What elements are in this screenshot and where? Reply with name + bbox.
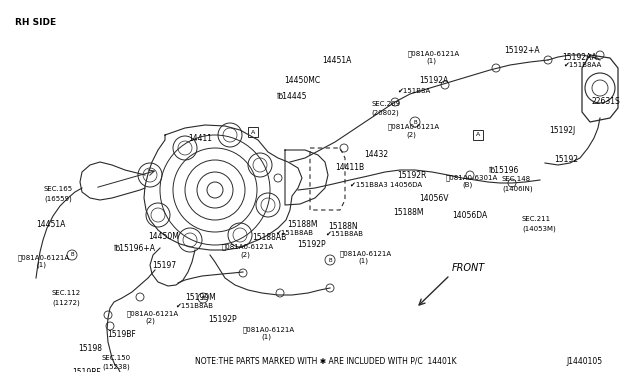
Text: ✔151B8AB: ✔151B8AB — [275, 230, 313, 236]
Text: 14450MC: 14450MC — [284, 76, 320, 85]
Text: 14411B: 14411B — [335, 163, 364, 172]
Bar — [248, 127, 258, 137]
Text: B: B — [413, 119, 417, 125]
Text: Ⓑ081A0-6121A: Ⓑ081A0-6121A — [222, 243, 274, 250]
Text: (2): (2) — [406, 131, 416, 138]
Text: SEC.211: SEC.211 — [522, 216, 551, 222]
Text: SEC.209: SEC.209 — [371, 101, 400, 107]
Text: (1): (1) — [36, 262, 46, 269]
Text: (15238): (15238) — [102, 363, 130, 369]
Text: Ⓑ081A0-6121A: Ⓑ081A0-6121A — [408, 50, 460, 57]
Text: 15188M: 15188M — [287, 220, 317, 229]
Text: 15188M: 15188M — [393, 208, 424, 217]
Text: (20802): (20802) — [371, 110, 399, 116]
Text: (1): (1) — [426, 58, 436, 64]
Text: B: B — [70, 253, 74, 257]
Text: (B): (B) — [462, 182, 472, 189]
Text: 15192: 15192 — [554, 155, 578, 164]
Text: 15192J: 15192J — [549, 126, 575, 135]
Text: ✔151B8AB: ✔151B8AB — [325, 231, 363, 237]
Text: 1519BF: 1519BF — [72, 368, 100, 372]
Text: ℔15196+A: ℔15196+A — [114, 244, 156, 253]
Text: 15192P: 15192P — [297, 240, 326, 249]
Text: 15192P: 15192P — [208, 315, 237, 324]
Text: ℔14445: ℔14445 — [277, 92, 307, 101]
Text: 15198: 15198 — [78, 344, 102, 353]
Text: 15199M: 15199M — [185, 293, 216, 302]
Text: B: B — [201, 295, 205, 301]
Text: 14056V: 14056V — [419, 194, 449, 203]
Text: (1): (1) — [261, 334, 271, 340]
Text: (16559): (16559) — [44, 195, 72, 202]
Text: RH SIDE: RH SIDE — [15, 18, 56, 27]
Text: SEC.112: SEC.112 — [52, 290, 81, 296]
Text: ✔151B8AA: ✔151B8AA — [563, 62, 601, 68]
Text: Ⓑ081A0-6121A: Ⓑ081A0-6121A — [340, 250, 392, 257]
Bar — [473, 130, 483, 140]
Text: ✔151B8AB: ✔151B8AB — [175, 303, 213, 309]
Text: (1): (1) — [358, 258, 368, 264]
Text: FRONT: FRONT — [452, 263, 485, 273]
Text: 15192+A: 15192+A — [504, 46, 540, 55]
Text: Ⓑ081A0-6121A: Ⓑ081A0-6121A — [127, 310, 179, 317]
Text: SEC.165: SEC.165 — [44, 186, 73, 192]
Text: 14451A: 14451A — [36, 220, 65, 229]
Text: (1406IN): (1406IN) — [502, 185, 532, 192]
Text: Ⓑ081A0-6121A: Ⓑ081A0-6121A — [388, 123, 440, 129]
Text: NOTE:THE PARTS MARKED WITH ✱ ARE INCLUDED WITH P/C  14401K: NOTE:THE PARTS MARKED WITH ✱ ARE INCLUDE… — [195, 357, 456, 366]
Text: Ⓑ081A0-6121A: Ⓑ081A0-6121A — [243, 326, 295, 333]
Text: ℔15196: ℔15196 — [489, 166, 520, 175]
Text: 1519BF: 1519BF — [107, 330, 136, 339]
Text: 22631S: 22631S — [592, 97, 621, 106]
Text: (2): (2) — [240, 251, 250, 257]
Text: 14411: 14411 — [188, 134, 212, 143]
Text: (2): (2) — [145, 318, 155, 324]
Text: SEC.148: SEC.148 — [502, 176, 531, 182]
Text: (14053M): (14053M) — [522, 225, 556, 231]
Text: (11272): (11272) — [52, 299, 80, 305]
Text: Ⓑ081A0-6301A: Ⓑ081A0-6301A — [446, 174, 499, 181]
Text: 14432: 14432 — [364, 150, 388, 159]
Text: Ⓑ081A0-6121A: Ⓑ081A0-6121A — [18, 254, 70, 261]
Text: A: A — [476, 132, 480, 138]
Text: 15192A: 15192A — [419, 76, 448, 85]
Text: B: B — [328, 257, 332, 263]
Text: 14056DA: 14056DA — [452, 211, 487, 220]
Text: 14451A: 14451A — [322, 56, 351, 65]
Text: A: A — [251, 129, 255, 135]
Text: 15188N: 15188N — [328, 222, 358, 231]
Text: 15192R: 15192R — [397, 171, 426, 180]
Text: 15192AA: 15192AA — [562, 53, 596, 62]
Text: SEC.150: SEC.150 — [102, 355, 131, 361]
Text: ✔151B8A: ✔151B8A — [397, 88, 430, 94]
Text: ✔151B8A3 14056DA: ✔151B8A3 14056DA — [350, 182, 422, 188]
Text: 14450M: 14450M — [148, 232, 179, 241]
Text: J1440105: J1440105 — [567, 357, 603, 366]
Text: 15188AB: 15188AB — [252, 233, 286, 242]
Text: 15197: 15197 — [152, 261, 176, 270]
